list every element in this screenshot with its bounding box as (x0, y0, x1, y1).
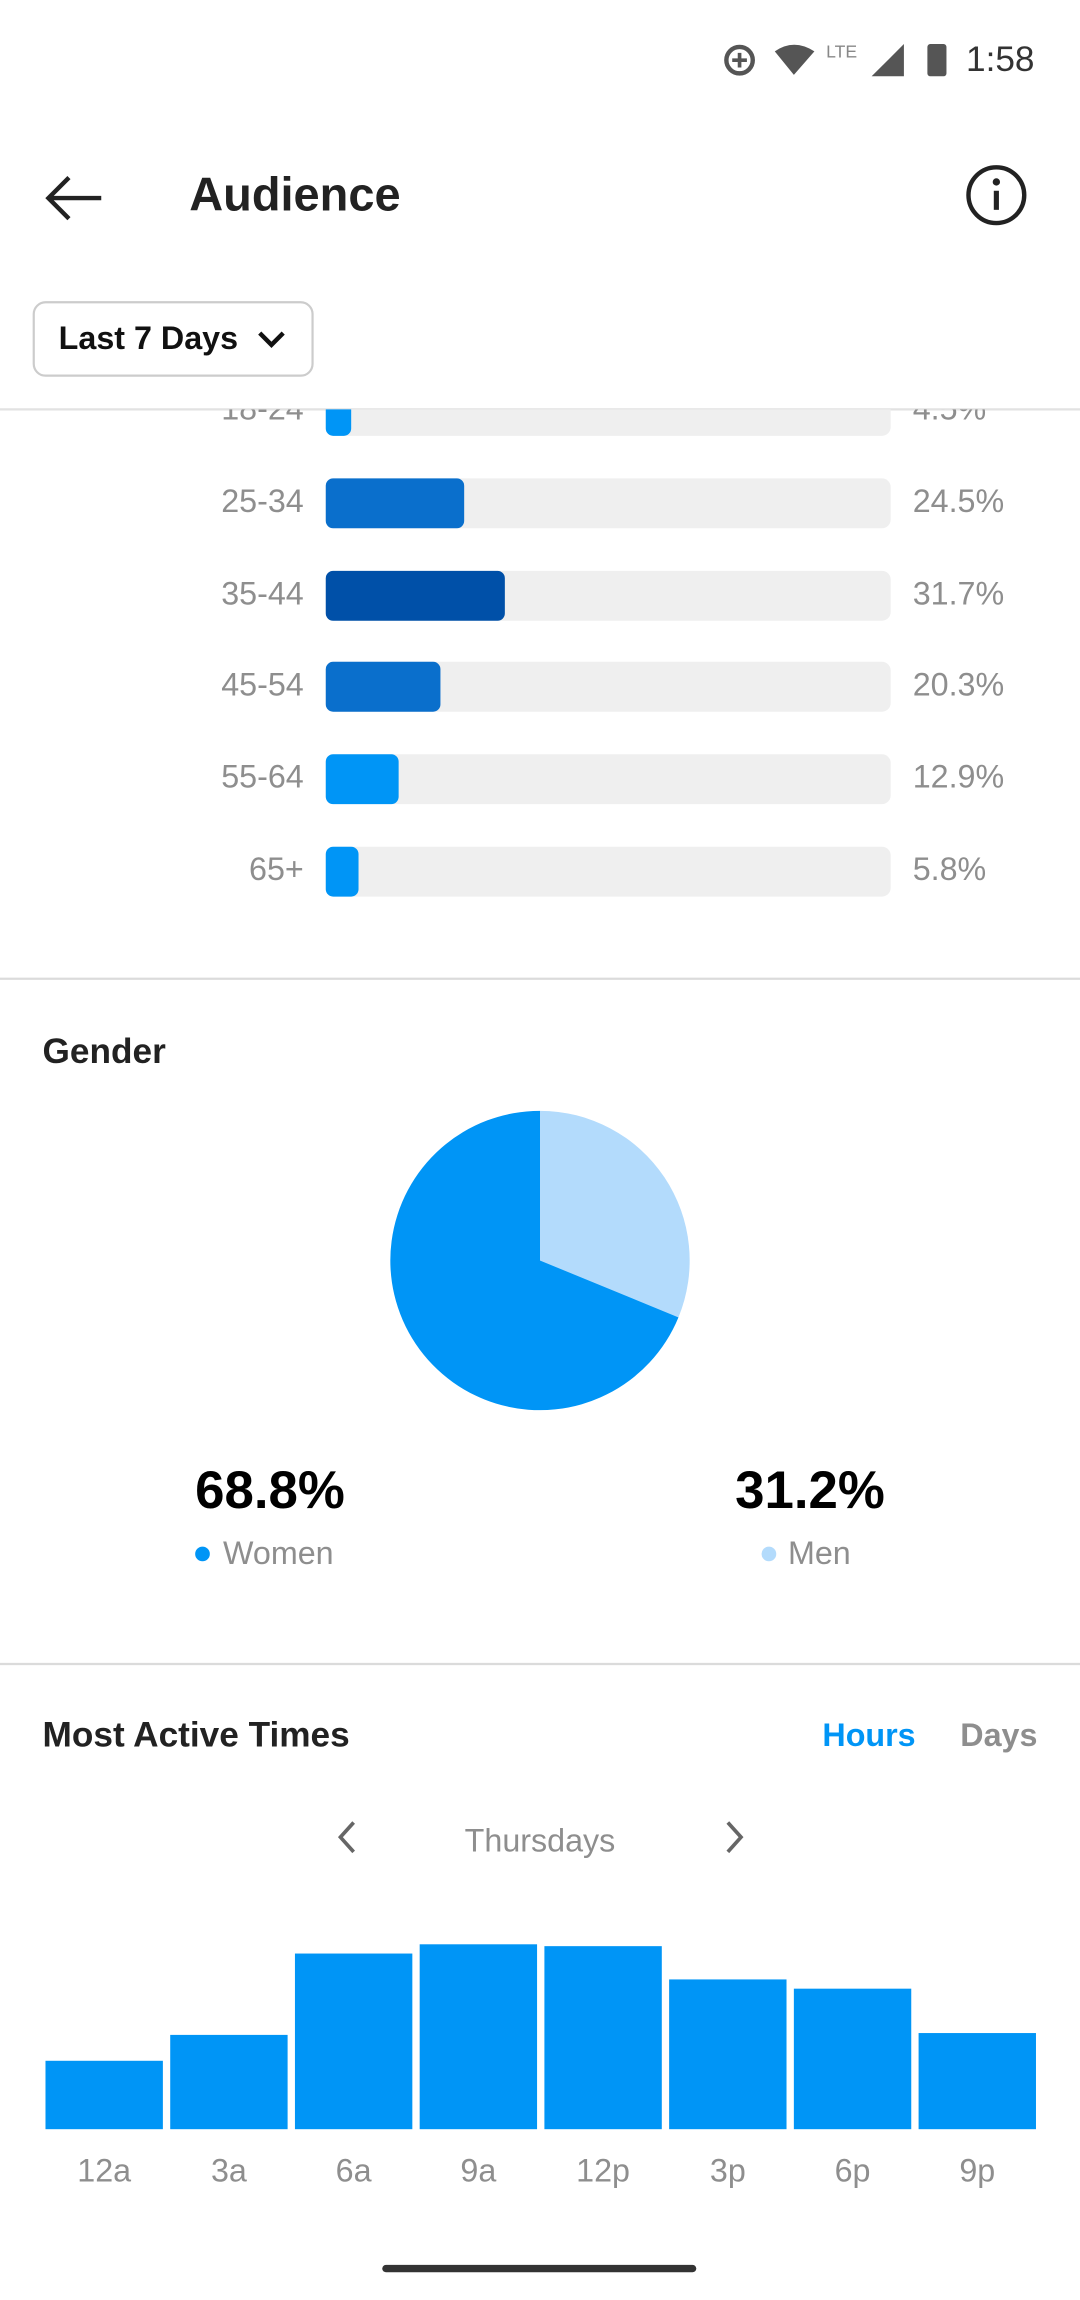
legend-label: Men (788, 1535, 851, 1571)
prev-button[interactable] (337, 1821, 356, 1854)
gender-chart: 68.8% Women 31.2% Men (195, 1110, 885, 1571)
bar (669, 1979, 787, 2130)
filter-button[interactable]: Last 7 Days (32, 301, 314, 377)
day-label: Thursdays (465, 1823, 616, 1859)
bar (325, 570, 505, 621)
age-label: 18-24 (221, 390, 304, 426)
bar-track (325, 754, 891, 805)
status-icons (724, 44, 947, 77)
section-title: Most Active Times (43, 1716, 350, 1755)
x-tick-label: 6p (835, 2153, 871, 2189)
filter-label: Last 7 Days (59, 320, 238, 356)
x-tick-label: 6a (336, 2153, 372, 2189)
percent-label: 68.8% (195, 1461, 345, 1520)
bar (918, 2033, 1036, 2130)
value-label: 12.9% (913, 759, 1005, 795)
bar-track (325, 846, 891, 897)
bar (170, 2034, 288, 2130)
age-label: 45-54 (221, 666, 304, 702)
x-tick-label: 3p (710, 2153, 746, 2189)
x-tick-label: 3a (211, 2153, 247, 2189)
bar (325, 478, 465, 529)
tab-days[interactable]: Days (960, 1717, 1037, 1753)
percent-label: 31.2% (735, 1461, 885, 1520)
info-button[interactable] (966, 165, 1027, 226)
back-button[interactable] (45, 176, 102, 221)
age-label: 55-64 (221, 759, 304, 795)
bar (294, 1953, 413, 2130)
legend-dot (195, 1546, 210, 1562)
tab-hours[interactable]: Hours (822, 1717, 915, 1753)
bar (793, 1988, 912, 2130)
value-label: 24.5% (913, 483, 1005, 519)
clock: 1:58 (966, 40, 1035, 79)
bar (45, 2060, 163, 2130)
value-label: 31.7% (913, 575, 1005, 611)
page-title: Audience (189, 168, 400, 221)
legend-label: Women (223, 1535, 334, 1571)
bar (325, 661, 441, 712)
bar (325, 409, 352, 436)
pie-slice (390, 1110, 679, 1411)
pie-slice (540, 1110, 690, 1318)
age-label: 35-44 (221, 575, 304, 611)
bar (325, 754, 399, 805)
value-label: 20.3% (913, 666, 1005, 702)
bar-track (325, 478, 891, 529)
bar (325, 846, 359, 897)
age-label: 25-34 (221, 483, 304, 519)
network-label: LTE (826, 41, 857, 61)
x-tick-label: 12p (576, 2153, 630, 2189)
x-tick-label: 12a (77, 2153, 131, 2189)
legend-dot (761, 1546, 777, 1562)
bar (544, 1946, 662, 2130)
next-button[interactable] (726, 1821, 744, 1854)
x-tick-label: 9p (959, 2153, 995, 2189)
bar-track (325, 661, 891, 712)
section-title: Gender (43, 1032, 167, 1071)
value-label: 5.8% (913, 851, 987, 887)
value-label: 4.5% (913, 390, 987, 426)
x-tick-label: 9a (460, 2153, 496, 2189)
active-times-chart: 12a 3a 6a 9a 12p 3p 6p 9p (45, 1944, 1036, 2189)
bar (419, 1944, 538, 2130)
bar-track (325, 409, 891, 436)
age-chart: 18-24 4.5% 25-34 24.5% 35-44 31.7% 45-54 20.3% 5… (221, 390, 1005, 897)
age-label: 65+ (249, 851, 304, 887)
